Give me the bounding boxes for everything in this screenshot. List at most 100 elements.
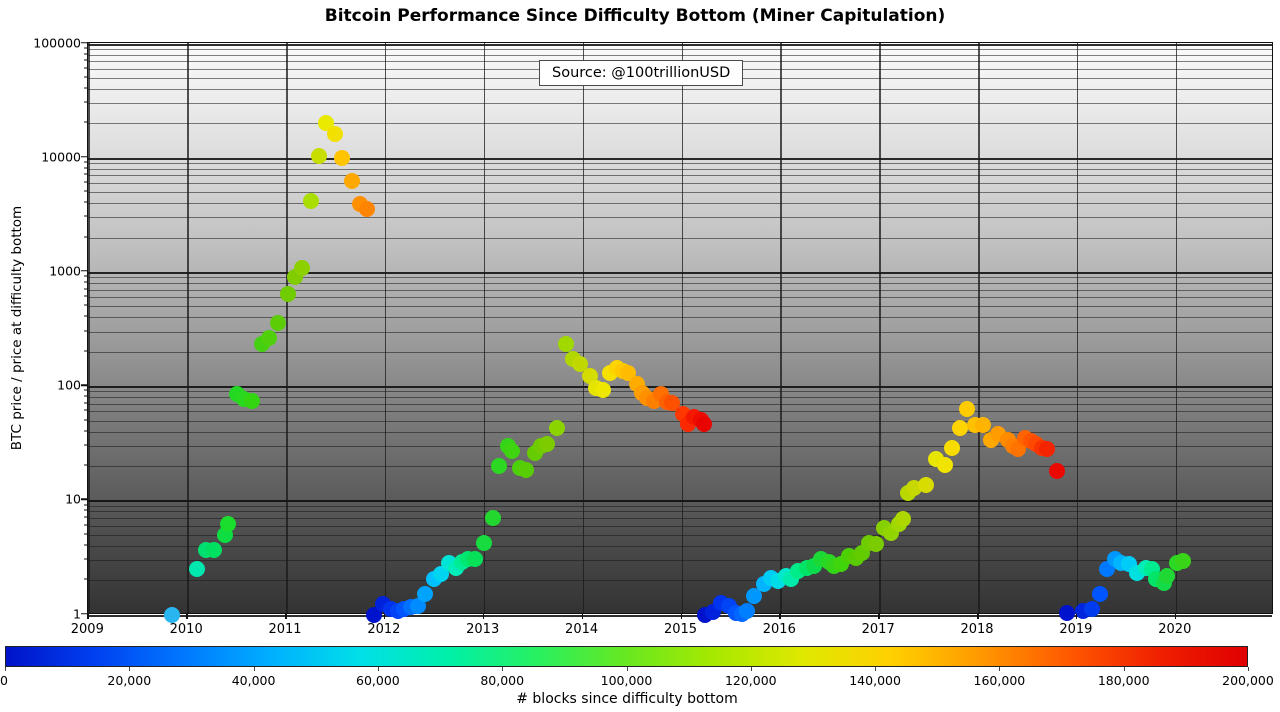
minor-gridline xyxy=(88,431,1272,433)
y-minor-tick-mark xyxy=(83,315,87,317)
y-minor-tick-mark xyxy=(83,288,87,290)
year-gridline xyxy=(978,43,980,613)
colorbar-tick-label: 120,000 xyxy=(724,673,777,688)
scatter-point xyxy=(571,355,588,372)
y-minor-tick-mark xyxy=(83,524,87,526)
scatter-point xyxy=(975,416,991,433)
colorbar-tick-mark xyxy=(377,667,379,671)
y-minor-tick-mark xyxy=(83,578,87,580)
colorbar-tick-mark xyxy=(999,667,1001,671)
scatter-point xyxy=(937,456,954,473)
scatter-point xyxy=(359,201,376,218)
minor-gridline xyxy=(88,560,1272,561)
y-tick-mark xyxy=(81,384,87,386)
y-minor-tick-mark xyxy=(83,558,87,560)
x-tick-mark xyxy=(878,614,880,619)
colorbar-tick-mark xyxy=(875,667,877,671)
scatter-point xyxy=(663,395,680,412)
minor-gridline xyxy=(88,306,1272,308)
y-tick-label: 100 xyxy=(57,377,81,393)
major-gridline xyxy=(88,157,1272,160)
y-axis-label: BTC price / price at difficulty bottom xyxy=(9,205,25,451)
minor-gridline xyxy=(88,203,1272,205)
x-tick-mark xyxy=(383,614,386,619)
scatter-point xyxy=(484,510,501,526)
y-minor-tick-mark xyxy=(83,275,87,277)
x-tick-mark xyxy=(977,614,979,619)
x-tick-mark xyxy=(87,614,89,619)
x-tick-label: 2014 xyxy=(565,622,599,637)
y-minor-tick-mark xyxy=(83,419,87,420)
minor-gridline xyxy=(88,580,1272,582)
scatter-point xyxy=(595,381,612,398)
x-tick-mark xyxy=(186,614,188,619)
colorbar-tick-mark xyxy=(502,667,504,671)
minor-gridline xyxy=(88,88,1272,90)
x-tick-label: 2015 xyxy=(663,622,698,637)
scatter-point xyxy=(696,415,713,432)
colorbar-tick-mark xyxy=(5,667,6,671)
scatter-point xyxy=(1083,600,1100,617)
minor-gridline xyxy=(88,183,1272,184)
minor-gridline xyxy=(88,317,1272,319)
minor-gridline xyxy=(88,445,1272,447)
y-minor-tick-mark xyxy=(83,330,87,332)
scatter-point xyxy=(1174,553,1191,570)
minor-gridline xyxy=(88,289,1272,291)
x-tick-label: 2013 xyxy=(466,622,500,637)
x-tick-mark xyxy=(1075,614,1078,619)
minor-gridline xyxy=(88,391,1272,393)
colorbar-tick-mark xyxy=(626,667,628,671)
colorbar-tick-mark xyxy=(129,667,131,671)
y-minor-tick-mark xyxy=(83,350,87,352)
minor-gridline xyxy=(88,54,1272,56)
year-gridline xyxy=(681,43,683,613)
scatter-point xyxy=(270,315,287,332)
minor-gridline xyxy=(88,192,1272,194)
scatter-point xyxy=(539,436,555,453)
y-minor-tick-mark xyxy=(83,76,87,78)
colorbar-tick-label: 20,000 xyxy=(107,673,152,688)
minor-gridline xyxy=(88,297,1272,299)
y-minor-tick-mark xyxy=(83,509,87,511)
y-minor-tick-mark xyxy=(83,395,87,397)
y-minor-tick-mark xyxy=(83,215,87,217)
year-gridline xyxy=(879,43,881,613)
colorbar-tick-label: 100,000 xyxy=(600,673,653,688)
year-gridline xyxy=(286,43,288,613)
minor-gridline xyxy=(88,175,1272,177)
x-tick-label: 2016 xyxy=(762,622,796,637)
y-minor-tick-mark xyxy=(83,464,87,466)
y-tick-label: 10 xyxy=(65,491,81,507)
x-tick-mark xyxy=(581,614,584,619)
scatter-point xyxy=(868,535,885,552)
x-tick-label: 2018 xyxy=(960,622,994,637)
colorbar-tick-label: 180,000 xyxy=(1097,673,1150,688)
x-tick-mark xyxy=(680,614,682,619)
scatter-point xyxy=(205,541,222,558)
scatter-point xyxy=(189,561,205,578)
scatter-point xyxy=(261,330,278,347)
chart-title: Bitcoin Performance Since Difficulty Bot… xyxy=(324,6,946,26)
minor-gridline xyxy=(88,525,1272,527)
minor-gridline xyxy=(88,217,1272,219)
scatter-point xyxy=(219,516,236,532)
y-tick-label: 1000 xyxy=(49,263,81,279)
plot-area: Source: @100trillionUSD xyxy=(87,42,1273,623)
x-tick-mark xyxy=(285,614,287,619)
scatter-point xyxy=(894,511,911,528)
year-gridline xyxy=(88,43,90,613)
scatter-point xyxy=(310,147,327,164)
x-tick-mark xyxy=(482,614,485,619)
scatter-point xyxy=(548,420,565,436)
y-minor-tick-mark xyxy=(83,47,87,49)
scatter-point xyxy=(1059,605,1075,621)
y-minor-tick-mark xyxy=(83,201,87,203)
major-gridline xyxy=(88,614,1272,617)
minor-gridline xyxy=(88,403,1272,405)
minor-gridline xyxy=(88,331,1272,333)
y-minor-tick-mark xyxy=(83,161,87,163)
x-tick-mark xyxy=(1174,614,1177,619)
y-minor-tick-mark xyxy=(83,59,87,61)
x-tick-label: 2010 xyxy=(169,622,203,637)
